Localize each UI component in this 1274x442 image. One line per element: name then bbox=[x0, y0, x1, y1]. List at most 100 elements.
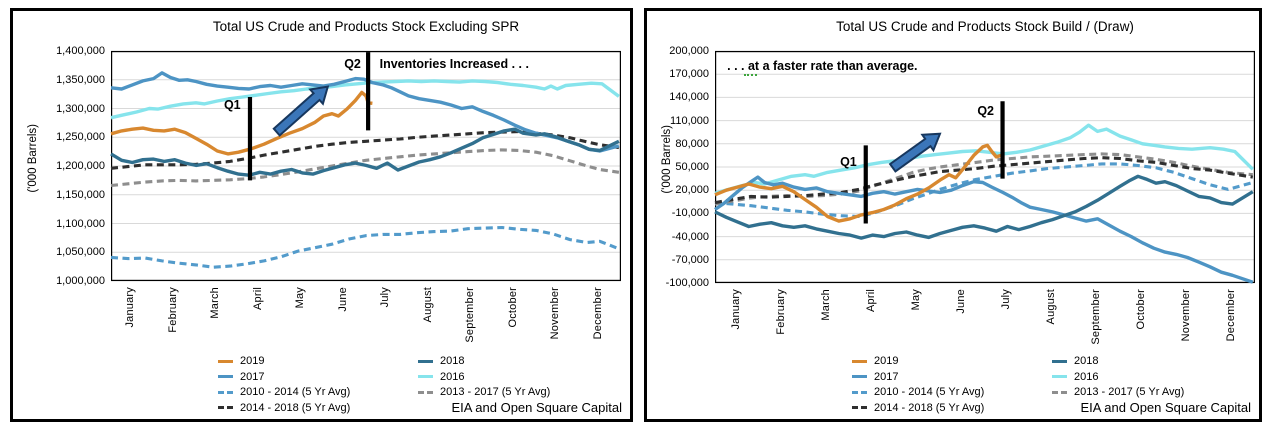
trend-arrow-icon bbox=[272, 85, 330, 137]
x-month-label: October bbox=[506, 287, 519, 328]
legend-item: 2013 - 2017 (5 Yr Avg) bbox=[1052, 385, 1184, 399]
y-tick-label: -10,000 bbox=[671, 207, 709, 220]
source-note: EIA and Open Square Capital bbox=[1080, 400, 1251, 415]
legend-label: 2010 - 2014 (5 Yr Avg) bbox=[240, 386, 351, 399]
y-tick-label: 1,350,000 bbox=[56, 73, 105, 86]
chart-panel-stocks-excluding-spr: Total US Crude and Products Stock Exclud… bbox=[10, 8, 633, 422]
x-month-label: April bbox=[864, 289, 877, 313]
y-tick-label: 110,000 bbox=[670, 114, 709, 127]
annotation-callout-text: Inventories Increased . . . bbox=[379, 57, 529, 72]
y-tick-label: -70,000 bbox=[671, 253, 709, 266]
legend-swatch bbox=[218, 359, 233, 363]
legend-item: 2014 - 2018 (5 Yr Avg) bbox=[218, 401, 350, 415]
series-line-2010-2014-5-yr-avg- bbox=[714, 162, 1254, 219]
x-month-label: June bbox=[336, 287, 349, 312]
x-month-label: July bbox=[999, 289, 1012, 310]
legend-item: 2016 bbox=[418, 370, 464, 384]
plot-border bbox=[111, 51, 621, 282]
legend-swatch bbox=[218, 390, 233, 394]
legend-item: 2018 bbox=[418, 354, 464, 368]
trend-arrow-icon bbox=[888, 132, 942, 173]
legend-item: 2017 bbox=[218, 370, 264, 384]
x-month-label: December bbox=[1224, 289, 1237, 342]
series-line-2014-2018-5-yr-avg- bbox=[714, 156, 1254, 205]
y-tick-label: 1,000,000 bbox=[56, 275, 105, 287]
y-tick-label: 20,000 bbox=[675, 184, 709, 197]
series-line-2016 bbox=[110, 79, 620, 120]
x-month-label: June bbox=[954, 289, 967, 314]
legend-swatch bbox=[218, 406, 233, 410]
y-tick-label: 80,000 bbox=[675, 137, 709, 150]
annotation-q2-label: Q2 bbox=[344, 56, 361, 71]
legend-swatch bbox=[218, 375, 233, 379]
x-month-label: January bbox=[729, 289, 742, 330]
y-tick-label: 1,150,000 bbox=[56, 188, 105, 201]
annotation-q1-label: Q1 bbox=[840, 154, 857, 169]
y-tick-label: -40,000 bbox=[671, 230, 709, 243]
legend-item: 2016 bbox=[1052, 370, 1098, 384]
series-line-2010-2014-5-yr-avg- bbox=[110, 225, 620, 269]
y-tick-label: 1,400,000 bbox=[56, 45, 105, 57]
legend-swatch bbox=[1052, 359, 1067, 363]
legend-swatch bbox=[852, 375, 867, 379]
legend-label: 2019 bbox=[240, 355, 265, 368]
annotation-q1-label: Q1 bbox=[223, 98, 241, 113]
legend-item: 2010 - 2014 (5 Yr Avg) bbox=[852, 385, 984, 399]
y-tick-label: 140,000 bbox=[669, 91, 709, 104]
x-month-label: May bbox=[294, 287, 307, 309]
legend-swatch bbox=[852, 359, 867, 363]
source-note: EIA and Open Square Capital bbox=[451, 400, 622, 415]
series-line-2017 bbox=[714, 175, 1254, 284]
x-month-label: March bbox=[209, 287, 222, 319]
y-tick-label: -100,000 bbox=[665, 277, 709, 289]
x-month-label: February bbox=[166, 287, 179, 333]
legend-label: 2019 bbox=[874, 355, 899, 368]
chart-panel-stock-build-draw: Total US Crude and Products Stock Build … bbox=[644, 8, 1262, 422]
legend-item: 2010 - 2014 (5 Yr Avg) bbox=[218, 385, 350, 399]
y-tick-label: 1,300,000 bbox=[56, 102, 105, 115]
x-month-label: July bbox=[379, 287, 392, 308]
legend-item: 2017 bbox=[852, 370, 898, 384]
x-month-label: October bbox=[1134, 289, 1147, 330]
legend-label: 2014 - 2018 (5 Yr Avg) bbox=[874, 401, 985, 414]
legend-item: 2014 - 2018 (5 Yr Avg) bbox=[852, 401, 984, 415]
legend-swatch bbox=[852, 390, 867, 394]
x-month-label: March bbox=[819, 289, 832, 321]
legend-swatch bbox=[418, 375, 433, 379]
x-month-label: November bbox=[1179, 289, 1192, 342]
plot-border bbox=[715, 51, 1255, 284]
legend-swatch bbox=[1052, 390, 1067, 394]
annotation-q2-label: Q2 bbox=[977, 104, 994, 119]
chart-title: Total US Crude and Products Stock Build … bbox=[836, 19, 1134, 34]
x-month-label: December bbox=[591, 287, 604, 340]
x-month-label: August bbox=[1044, 289, 1057, 325]
x-month-label: September bbox=[464, 287, 477, 343]
y-tick-label: 1,050,000 bbox=[56, 246, 105, 259]
legend-swatch bbox=[1052, 375, 1067, 379]
legend-swatch bbox=[418, 359, 433, 363]
legend-label: 2018 bbox=[1074, 355, 1099, 368]
chart-title: Total US Crude and Products Stock Exclud… bbox=[212, 19, 520, 34]
plot-area bbox=[714, 50, 1255, 284]
series-line-2017 bbox=[110, 71, 620, 153]
x-month-label: September bbox=[1089, 289, 1102, 345]
legend-swatch bbox=[418, 390, 433, 394]
y-tick-label: 200,000 bbox=[669, 45, 709, 57]
legend-label: 2016 bbox=[440, 370, 465, 383]
legend-item: 2013 - 2017 (5 Yr Avg) bbox=[418, 385, 550, 399]
legend-label: 2013 - 2017 (5 Yr Avg) bbox=[440, 386, 551, 399]
series-line-2013-2017-5-yr-avg- bbox=[110, 148, 620, 188]
x-month-label: August bbox=[421, 287, 434, 323]
legend-item: 2019 bbox=[218, 354, 264, 368]
plot-area bbox=[110, 50, 621, 282]
y-tick-label: 1,100,000 bbox=[56, 217, 105, 230]
legend-label: 2017 bbox=[874, 370, 899, 383]
y-axis-title: ('000 Barrels) bbox=[27, 124, 39, 193]
legend-item: 2019 bbox=[852, 354, 898, 368]
x-month-label: May bbox=[909, 289, 922, 311]
legend-item: 2018 bbox=[1052, 354, 1098, 368]
legend-label: 2013 - 2017 (5 Yr Avg) bbox=[1074, 386, 1185, 399]
x-month-label: February bbox=[774, 289, 787, 335]
legend-label: 2014 - 2018 (5 Yr Avg) bbox=[240, 401, 351, 414]
